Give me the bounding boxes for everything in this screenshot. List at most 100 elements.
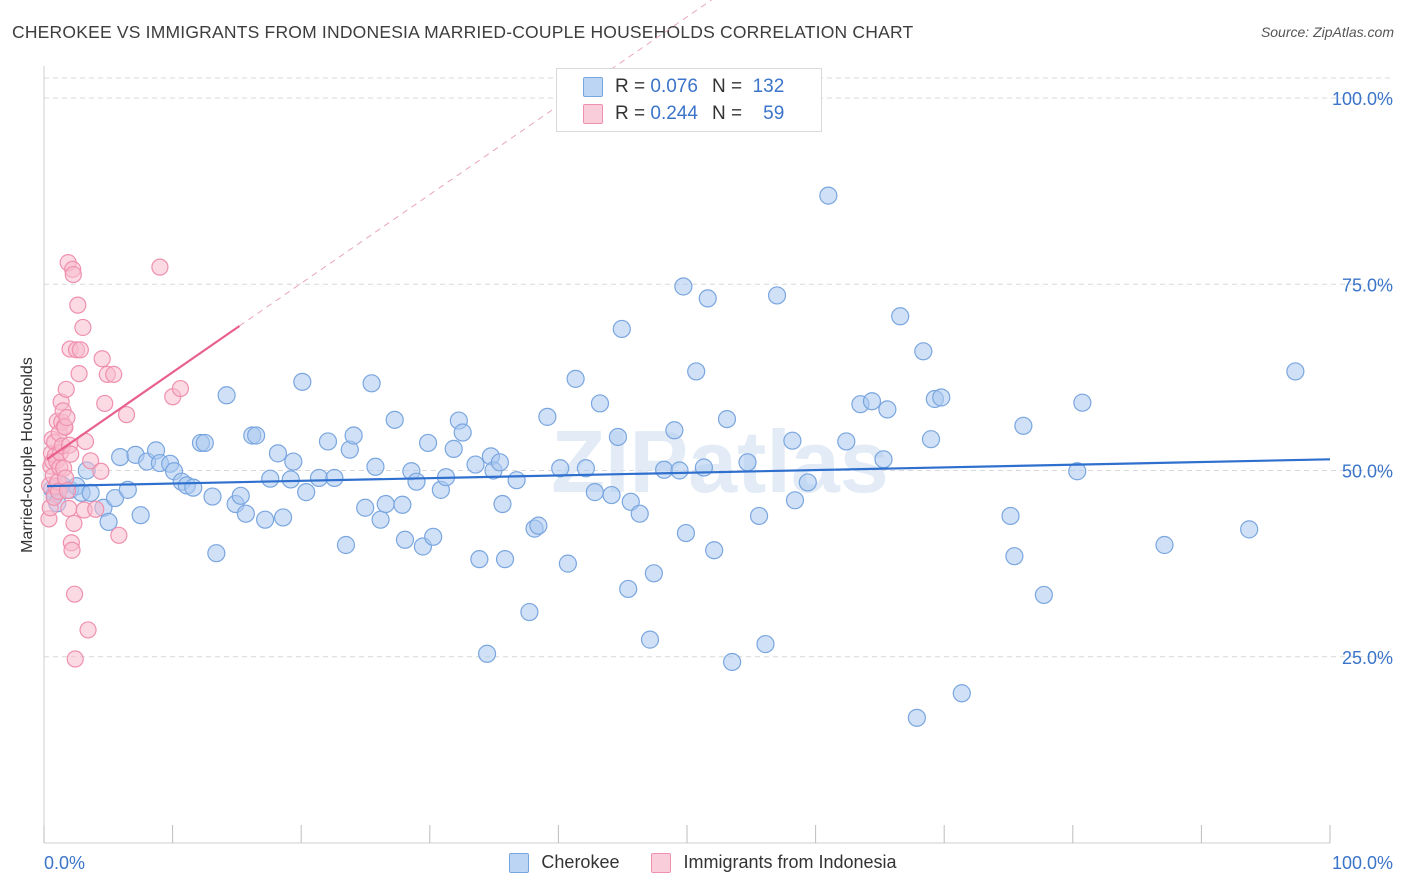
cherokee-point (217, 386, 236, 405)
cherokee-point (444, 439, 463, 458)
legend-row-indonesia: R = 0.244 N = 59 (583, 102, 784, 126)
indonesia-point (171, 379, 190, 398)
cherokee-point (1240, 520, 1259, 539)
cherokee-point (723, 652, 742, 672)
tick-labels: 25.0% 50.0% 75.0% 100.0% 0.0% 100.0% (44, 89, 1393, 873)
indonesia-point (71, 341, 89, 359)
cherokee-trend-line (46, 458, 1331, 488)
cherokee-point (362, 374, 381, 393)
gridlines (44, 77, 1392, 658)
legend-item-cherokee[interactable]: Cherokee (509, 852, 619, 873)
cherokee-point (203, 487, 222, 506)
trend-lines (46, 0, 1331, 488)
indonesia-point (69, 296, 87, 314)
y-tick-label: 25.0% (1342, 648, 1393, 668)
cherokee-point (281, 470, 300, 489)
cherokee-point (602, 485, 621, 505)
cherokee-point (318, 432, 338, 451)
cherokee-point (490, 453, 509, 472)
cherokee-point (717, 409, 737, 429)
r-label: R = (615, 76, 646, 97)
indonesia-point (151, 258, 169, 276)
indonesia-point (105, 365, 123, 383)
cherokee-point (424, 527, 443, 546)
cherokee-point (874, 450, 893, 469)
y-tick-label: 75.0% (1342, 275, 1393, 295)
indonesia-point (65, 514, 83, 532)
indonesia-point (62, 445, 80, 463)
cherokee-point (376, 494, 395, 514)
indonesia-point (92, 462, 110, 480)
correlation-legend: R = 0.076 N = 132 R = 0.244 N = 59 (556, 68, 822, 132)
cherokee-point (1001, 506, 1020, 526)
cherokee-point (665, 421, 684, 440)
n-label: N = (711, 76, 743, 97)
r-value-indonesia: 0.244 (650, 103, 698, 124)
indonesia-point (87, 500, 105, 518)
r-value-cherokee: 0.076 (650, 76, 698, 97)
cherokee-point (395, 530, 415, 549)
cherokee-point (914, 342, 933, 361)
indonesia-point (58, 409, 76, 427)
cherokee-point (640, 630, 660, 649)
cherokee-point (261, 469, 280, 488)
cherokee-point (952, 684, 971, 703)
cherokee-point (1034, 585, 1053, 605)
cherokee-point (466, 455, 485, 474)
indonesia-point (57, 380, 75, 398)
cherokee-point (566, 369, 585, 388)
indonesia-point (63, 541, 81, 559)
indonesia-point (110, 526, 128, 544)
cherokee-point (309, 468, 329, 488)
legend-row-cherokee: R = 0.076 N = 132 (583, 75, 784, 99)
x-tick-label: 100.0% (1332, 853, 1393, 873)
cherokee-point (1155, 535, 1174, 555)
cherokee-point (1286, 362, 1305, 381)
indonesia-point (79, 621, 97, 639)
series-legend: Cherokee Immigrants from Indonesia (0, 852, 1406, 873)
cherokee-point (558, 554, 577, 573)
legend-item-indonesia[interactable]: Immigrants from Indonesia (651, 852, 897, 873)
cherokee-point (670, 461, 689, 480)
cherokee-point (453, 423, 472, 442)
cherokee-point (493, 494, 512, 514)
cherokee-point (268, 444, 288, 463)
cherokee-point (878, 400, 897, 419)
cherokee-point (99, 512, 118, 532)
cherokee-point (676, 523, 696, 543)
cherokee-point (195, 433, 214, 453)
cherokee-point (608, 427, 628, 447)
cherokee-point (576, 459, 595, 478)
cherokee-point (371, 510, 390, 529)
cherokee-point (749, 506, 769, 526)
cherokee-point (418, 433, 438, 453)
legend-label-cherokee: Cherokee (541, 852, 620, 872)
cherokee-point (207, 544, 226, 563)
cherokee-point (1014, 416, 1033, 435)
indonesia-point (65, 585, 84, 603)
indonesia-point (82, 452, 100, 470)
cherokee-point (551, 459, 570, 478)
cherokee-swatch (583, 77, 603, 97)
n-value-cherokee: 132 (752, 76, 785, 97)
cherokee-point (687, 362, 706, 381)
cherokee-point (837, 432, 856, 451)
cherokee-point (585, 483, 604, 502)
cherokee-point (705, 541, 724, 560)
y-axis-label: Married-couple Households (19, 357, 36, 553)
cherokee-point (655, 460, 674, 479)
cherokee-point (590, 394, 610, 413)
cherokee-point (756, 634, 775, 654)
indonesia-point (117, 406, 136, 424)
cherokee-point (81, 483, 100, 502)
indonesia-swatch (651, 852, 672, 873)
cherokee-point (393, 495, 412, 514)
cherokee-point (767, 286, 787, 305)
cherokee-point (529, 516, 548, 535)
indonesia-point (96, 394, 114, 413)
n-label: N = (711, 103, 743, 124)
cherokee-point (891, 307, 910, 326)
cherokee-point (538, 407, 557, 426)
r-label: R = (615, 103, 646, 124)
